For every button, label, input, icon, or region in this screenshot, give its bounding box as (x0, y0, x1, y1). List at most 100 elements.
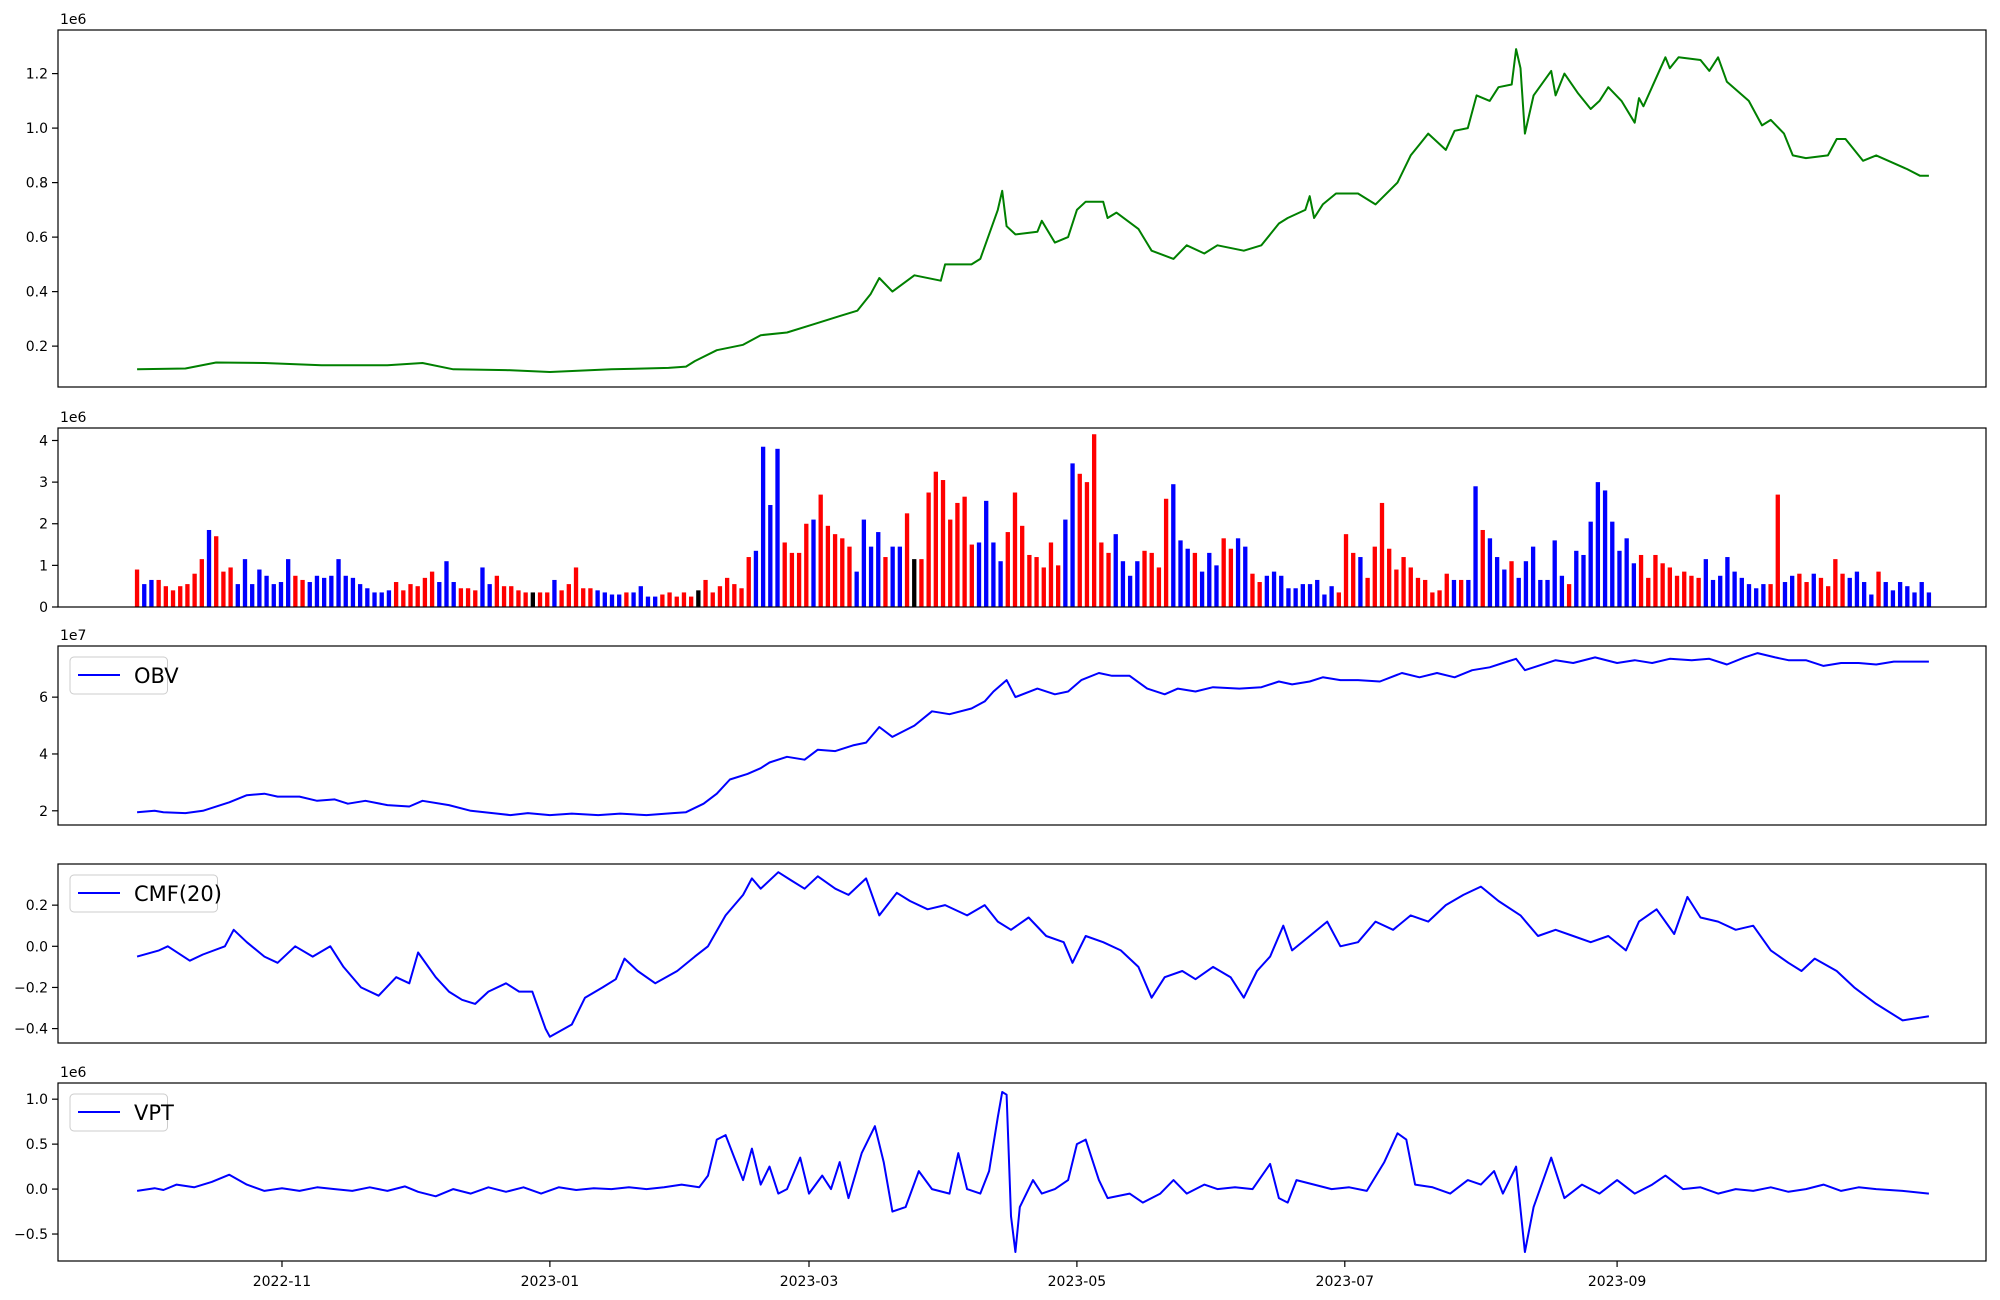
volume-bar (1163, 498, 1169, 607)
volume-bar (1221, 538, 1226, 607)
volume-bar (1142, 550, 1147, 607)
volume-bar (760, 446, 766, 607)
volume-bar (1070, 463, 1075, 607)
volume-bar (775, 448, 780, 607)
volume-bar (379, 592, 384, 607)
volume-bar (329, 575, 334, 607)
volume-bar (825, 525, 831, 607)
volume-ytick-label: 2 (39, 517, 48, 533)
volume-bar (919, 559, 924, 607)
volume-bar (178, 586, 183, 607)
volume-bar (559, 590, 564, 607)
volume-bar (487, 584, 492, 607)
volume-bar (1624, 538, 1629, 607)
volume-bar (501, 586, 507, 607)
volume-bar (257, 569, 262, 607)
volume-bar (545, 592, 550, 607)
price-ytick-label: 1.2 (26, 67, 48, 83)
volume-bar (1063, 519, 1068, 607)
vpt-panel: −0.5 0.0 0.5 1.0 1e6 VPT (14, 1065, 1987, 1262)
volume-bar (638, 586, 643, 607)
volume-bar (1171, 484, 1176, 607)
obv-panel: 2 4 6 1e7 OBV (39, 628, 1987, 826)
volume-bar (429, 571, 435, 607)
volume-bar (1566, 584, 1572, 607)
volume-bar (1638, 554, 1644, 607)
volume-bar (1682, 571, 1687, 607)
volume-bar (1034, 557, 1039, 607)
volume-bar (1811, 573, 1816, 607)
volume-bar (660, 594, 665, 607)
volume-bar (1710, 579, 1716, 607)
volume-bar (1264, 575, 1270, 607)
volume-bar (163, 586, 168, 607)
volume-bar (214, 536, 219, 607)
volume-bar (1379, 502, 1385, 607)
volume-bar (1646, 577, 1651, 607)
obv-line (137, 652, 1929, 817)
volume-bar (286, 559, 291, 607)
volume-bar (1725, 557, 1730, 607)
volume-bar (1653, 554, 1658, 607)
volume-bar (804, 523, 809, 607)
volume-bar (991, 542, 996, 607)
volume-bar (818, 494, 823, 607)
volume-bar (293, 575, 298, 607)
volume-bar (1387, 548, 1392, 607)
volume-bar (278, 582, 284, 607)
volume-bar (1667, 567, 1673, 607)
volume-bar (1480, 529, 1485, 607)
volume-bar (696, 590, 701, 607)
volume-bar (1509, 561, 1514, 607)
volume-bar (962, 496, 967, 607)
volume-bar (1473, 486, 1478, 607)
volume-bar (1818, 577, 1824, 607)
obv-ytick-label: 6 (39, 690, 48, 706)
volume-bar (142, 584, 147, 607)
volume-bar (1833, 559, 1838, 607)
volume-bar (1538, 579, 1543, 607)
volume-bar (1502, 569, 1507, 607)
volume-bar (1696, 577, 1701, 607)
volume-bar (1372, 546, 1377, 607)
volume-bar (350, 577, 356, 607)
volume-bar (1430, 592, 1435, 607)
volume-bar (1782, 582, 1788, 607)
volume-bar (494, 575, 500, 607)
volume-bar (796, 552, 802, 607)
volume-ytick-label: 0 (39, 600, 48, 616)
volume-bar (588, 588, 593, 607)
volume-bar (645, 596, 651, 607)
vpt-legend-label: VPT (134, 1101, 174, 1125)
cmf-legend-box (69, 874, 218, 913)
volume-bar (401, 590, 406, 607)
volume-bar (321, 577, 327, 607)
volume-bar (1840, 573, 1845, 607)
volume-bar (516, 590, 521, 607)
volume-bar (976, 542, 982, 607)
vpt-ytick-label: 1.0 (26, 1092, 48, 1108)
volume-bar (1559, 575, 1565, 607)
volume-bar (422, 577, 428, 607)
volume-bar (609, 594, 615, 607)
obv-axes-frame (57, 645, 1987, 826)
price-ytick-label: 0.4 (26, 285, 48, 301)
volume-bar (1746, 584, 1752, 607)
volume-bar (1127, 575, 1133, 607)
volume-bar (1415, 577, 1421, 607)
vpt-ytick-label: 0.5 (26, 1137, 48, 1153)
volume-bar (465, 588, 471, 607)
volume-bar (1012, 492, 1018, 607)
volume-bar (674, 596, 679, 607)
xtick-label: 2023-07 (1316, 1274, 1375, 1290)
volume-bar (1099, 542, 1104, 607)
volume-bar (1020, 525, 1025, 607)
volume-bar (156, 579, 161, 607)
volume-bar (1286, 588, 1291, 607)
volume-bar (1919, 582, 1924, 607)
volume-bar (1271, 571, 1277, 607)
volume-bar (1120, 561, 1126, 607)
vpt-ytick-label: 0.0 (26, 1182, 48, 1198)
volume-bar (537, 592, 543, 607)
